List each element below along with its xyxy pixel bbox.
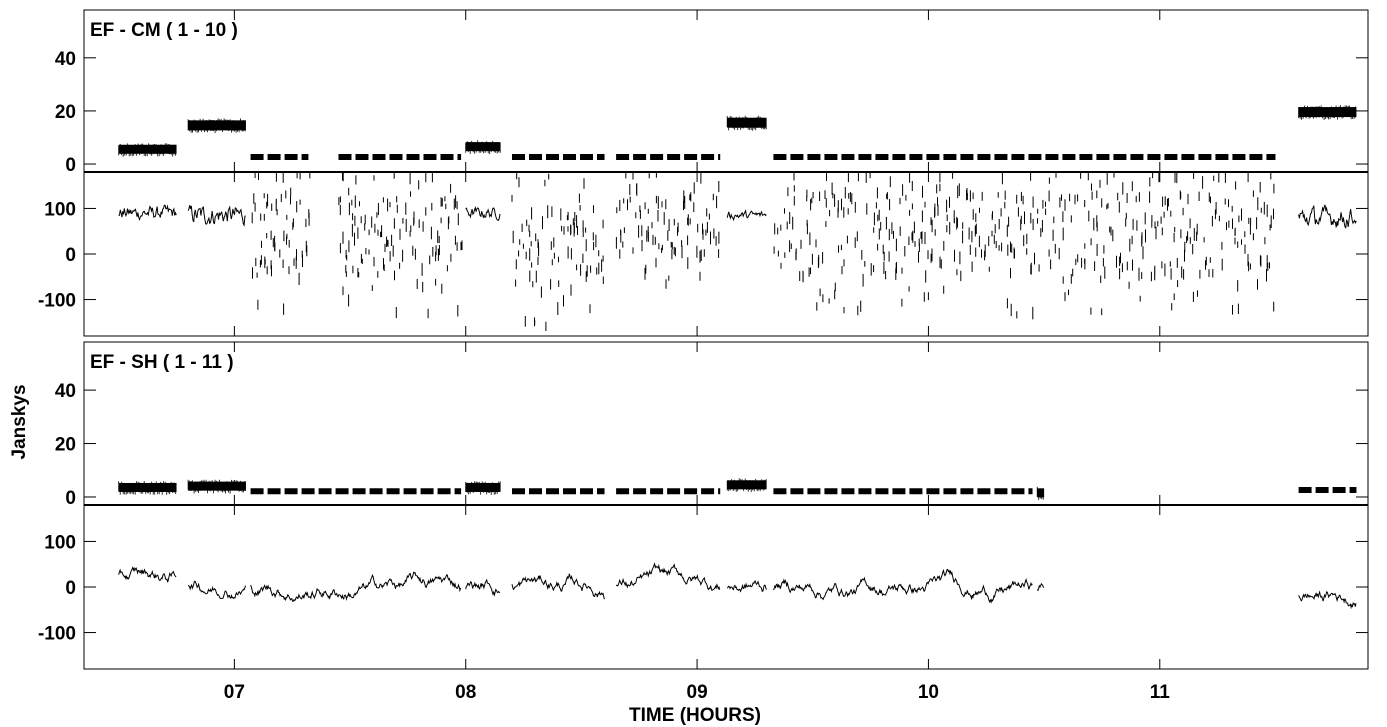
y-axis-title: Janskys (9, 384, 30, 459)
y-tick-label-ph-1-1: 0 (65, 578, 76, 599)
amplitude-segment-0-9 (1298, 105, 1357, 120)
phase-segment-1-7 (772, 568, 1033, 604)
phase-segment-0-7 (726, 209, 767, 222)
phase-segment-0-1 (187, 205, 246, 227)
phase-segment-1-5 (615, 562, 721, 592)
phase-segment-1-4 (511, 573, 605, 600)
phase-segment-1-0 (118, 566, 177, 583)
x-axis-title: TIME (HOURS) (629, 705, 761, 726)
phase-segment-0-9 (1298, 204, 1357, 229)
phase-segment-1-2 (250, 571, 462, 602)
phase-segment-1-1 (187, 580, 246, 600)
y-tick-label-amp-0-2: 40 (55, 49, 76, 70)
y-tick-label-ph-0-1: 0 (65, 245, 76, 266)
x-tick-label-2: 09 (687, 682, 708, 703)
phase-segment-1-9 (1298, 590, 1357, 610)
amplitude-segment-1-1 (187, 479, 246, 494)
plot-frames (83, 9, 1369, 670)
data-layer (118, 105, 1357, 610)
amplitude-segment-1-3 (465, 481, 501, 495)
phase-segment-1-3 (465, 578, 501, 597)
y-tick-label-amp-0-0: 0 (65, 155, 76, 176)
x-tick-label-1: 08 (455, 682, 476, 703)
x-tick-label-3: 10 (918, 682, 939, 703)
panel-title-ef-sh: EF - SH ( 1 - 11 ) (90, 352, 234, 373)
y-tick-label-ph-0-0: -100 (38, 291, 76, 312)
phase-segment-0-0 (118, 204, 177, 221)
phase-segment-0-6 (615, 172, 720, 289)
y-tick-label-amp-1-1: 20 (55, 435, 76, 456)
panel-title-ef-cm: EF - CM ( 1 - 10 ) (90, 20, 238, 41)
y-tick-label-amp-0-1: 20 (55, 102, 76, 123)
amplitude-segment-1-0 (118, 481, 177, 495)
amplitude-segment-1-6 (726, 478, 767, 493)
phase-segment-0-2 (251, 172, 311, 315)
x-tick-label-0: 07 (224, 682, 245, 703)
amplitude-segment-0-7 (726, 115, 767, 131)
amplitude-segment-0-1 (187, 118, 246, 134)
phase-segment-0-3 (338, 172, 463, 319)
y-tick-label-ph-1-0: -100 (38, 624, 76, 645)
phase-segment-0-4 (465, 205, 501, 221)
amplitude-segment-0-4 (465, 140, 501, 155)
phase-segment-0-8 (773, 172, 1275, 320)
y-tick-label-amp-1-2: 40 (55, 381, 76, 402)
phase-segment-1-8 (1036, 582, 1044, 592)
axes-layer: 0 20 40 -100 0 100 0 20 40 -100 0 100 07 08 09 10 11 (38, 10, 1368, 703)
phase-segment-1-6 (726, 580, 767, 593)
y-tick-label-ph-0-2: 100 (44, 199, 76, 220)
amplitude-segment-1-8 (1036, 486, 1045, 500)
y-tick-label-amp-1-0: 0 (65, 488, 76, 509)
phase-segment-0-5 (511, 172, 604, 331)
x-tick-label-4: 11 (1150, 682, 1171, 703)
amplitude-segment-0-0 (118, 143, 177, 157)
y-tick-label-ph-1-2: 100 (44, 532, 76, 553)
